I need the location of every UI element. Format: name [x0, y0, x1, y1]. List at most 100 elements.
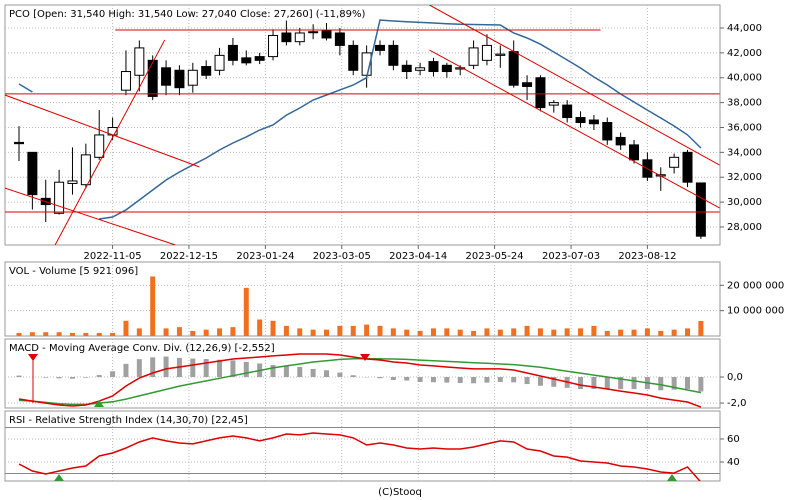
- x-tick-label: 2023-01-24: [236, 251, 294, 262]
- candle-body: [615, 136, 626, 146]
- candle-body: [268, 34, 279, 58]
- bar: [444, 377, 450, 383]
- bar: [604, 377, 610, 389]
- panel: [5, 339, 720, 408]
- bar: [310, 368, 316, 378]
- candle-body: [201, 66, 212, 76]
- candle-body: [441, 64, 452, 73]
- series-line: [18, 358, 702, 406]
- bar: [16, 332, 22, 336]
- bar: [551, 377, 557, 387]
- bar: [270, 320, 276, 336]
- bar: [430, 328, 436, 336]
- candle-body: [682, 151, 693, 183]
- bar: [29, 332, 35, 336]
- bar: [444, 328, 450, 336]
- panel-title: VOL - Volume [5 921 096]: [9, 266, 138, 277]
- bar: [243, 361, 249, 378]
- bar: [457, 329, 463, 336]
- y-tick-label: 36,000: [727, 122, 762, 133]
- candle-body: [468, 47, 479, 66]
- trend-line: [5, 187, 176, 245]
- bar: [685, 328, 690, 336]
- bar: [83, 332, 89, 336]
- candle-body: [535, 77, 546, 109]
- bar: [497, 329, 503, 336]
- bar: [310, 329, 316, 336]
- candle-body: [80, 154, 91, 186]
- panel: [5, 262, 720, 336]
- bar: [417, 377, 423, 382]
- x-tick-label: 2023-04-14: [389, 251, 447, 262]
- candle-body: [281, 32, 292, 43]
- y-tick-label: 30,000: [727, 197, 762, 208]
- candle-body: [481, 44, 492, 61]
- series-line: [18, 353, 702, 408]
- bar: [591, 377, 597, 389]
- candle-body: [374, 44, 385, 51]
- candle-body: [348, 44, 359, 71]
- bar: [283, 325, 289, 336]
- bar: [110, 332, 116, 336]
- bar: [564, 328, 570, 336]
- bar: [658, 330, 664, 336]
- candle-body: [27, 151, 38, 196]
- x-tick-label: 2023-03-05: [313, 251, 371, 262]
- candle-body: [214, 54, 225, 71]
- bar: [698, 320, 704, 336]
- bar: [377, 325, 383, 336]
- bar: [524, 377, 530, 385]
- bar: [203, 359, 209, 378]
- candle-body: [602, 122, 613, 141]
- x-tick-label: 2023-07-03: [542, 251, 600, 262]
- y-tick-label: 20 000 000: [727, 280, 784, 291]
- signal-marker: [54, 474, 64, 481]
- panel-frame: [4, 4, 721, 246]
- bar: [123, 363, 129, 378]
- candle-body: [334, 32, 345, 46]
- bar: [190, 358, 196, 378]
- x-tick-label: 2023-05-24: [466, 251, 524, 262]
- bar: [658, 377, 664, 391]
- bar: [203, 329, 209, 336]
- trend-line: [429, 49, 720, 209]
- bar: [337, 372, 343, 378]
- bar: [230, 360, 236, 378]
- trend-line: [5, 94, 200, 168]
- bar: [350, 325, 356, 336]
- signal-marker: [667, 474, 677, 481]
- bar: [324, 370, 330, 378]
- candle-body: [308, 31, 319, 34]
- y-tick-label: 32,000: [727, 172, 762, 183]
- bar: [457, 377, 463, 384]
- bar: [217, 359, 223, 378]
- y-tick-label: 34,000: [727, 147, 762, 158]
- candle-body: [388, 44, 399, 66]
- bar: [497, 377, 503, 382]
- candle-body: [241, 57, 252, 64]
- bar: [230, 327, 236, 336]
- candle-body: [54, 181, 65, 214]
- bar: [270, 365, 276, 378]
- bar: [364, 324, 370, 336]
- candle-body: [254, 56, 265, 61]
- candle-body: [161, 67, 172, 86]
- bar: [484, 328, 490, 336]
- y-tick-label: 28,000: [727, 222, 762, 233]
- bar: [417, 330, 423, 336]
- panel-frame: [4, 410, 721, 482]
- bar: [591, 325, 597, 336]
- bar: [644, 328, 650, 336]
- candle-body: [548, 102, 559, 106]
- bar: [190, 330, 196, 336]
- candle-body: [455, 67, 466, 70]
- bar: [163, 356, 169, 378]
- bar: [96, 332, 102, 336]
- candle-body: [134, 47, 145, 76]
- bar: [377, 377, 383, 379]
- candle-body: [174, 69, 185, 89]
- bar: [631, 329, 637, 336]
- candle-body: [294, 32, 305, 43]
- bar: [56, 332, 62, 336]
